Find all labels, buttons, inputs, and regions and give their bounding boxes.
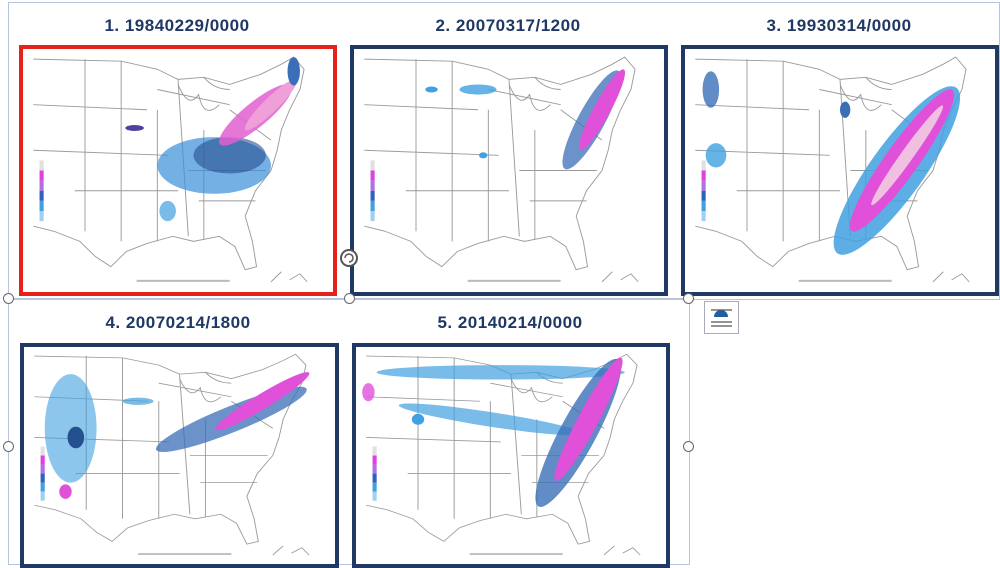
resize-handle[interactable]	[344, 293, 355, 304]
panel-title: 3. 19930314/0000	[766, 16, 912, 35]
map-image[interactable]	[19, 45, 337, 296]
map	[354, 49, 664, 292]
precip	[702, 71, 961, 255]
map	[24, 347, 335, 564]
resize-handle[interactable]	[3, 441, 14, 452]
panel-title: 5. 20140214/0000	[437, 313, 583, 332]
panel-title: 2. 20070317/1200	[435, 16, 581, 35]
rotate-handle[interactable]	[338, 247, 360, 269]
map	[23, 49, 333, 292]
precip	[362, 357, 625, 507]
layout-options-button[interactable]	[704, 301, 739, 334]
map	[685, 49, 995, 292]
map-image[interactable]	[681, 45, 999, 296]
panel-title: 1. 19840229/0000	[104, 16, 250, 35]
precip	[44, 372, 310, 499]
map-image[interactable]	[352, 343, 670, 568]
panel-title: 4. 20070214/1800	[105, 313, 251, 332]
resize-handle[interactable]	[3, 293, 14, 304]
precip	[125, 57, 300, 222]
precip	[425, 69, 626, 170]
map-image[interactable]	[20, 343, 339, 568]
map	[362, 347, 666, 564]
resize-handle[interactable]	[683, 441, 694, 452]
resize-handle[interactable]	[683, 293, 694, 304]
map-image[interactable]	[350, 45, 668, 296]
